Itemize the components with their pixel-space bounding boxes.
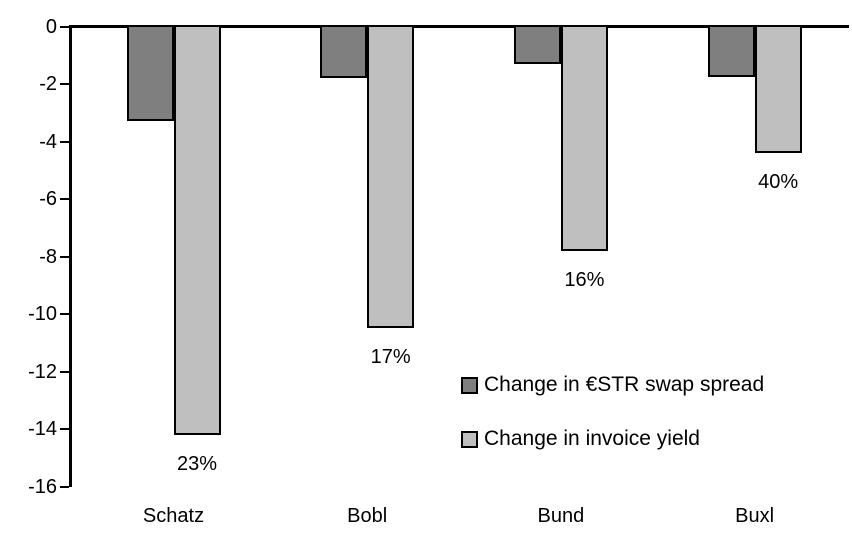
y-axis-tick [60, 83, 69, 85]
category-label-bobl: Bobl [347, 505, 388, 527]
y-axis-tick-label: -4 [39, 130, 57, 153]
y-axis-tick [60, 25, 69, 28]
y-axis-tick [60, 485, 69, 488]
data-label-bobl: 17% [370, 346, 411, 369]
bar-bobl-swap-spread [320, 25, 368, 79]
y-axis-tick [60, 370, 69, 373]
y-axis-tick [60, 198, 69, 200]
y-axis-tick-label: -2 [39, 73, 57, 95]
category-label-schatz: Schatz [142, 505, 205, 527]
bar-schatz-invoice-yield [173, 25, 221, 435]
y-axis-tick-label: -16 [28, 475, 57, 498]
bar-bund-invoice-yield [560, 25, 608, 251]
y-axis-tick-label: -8 [39, 245, 57, 268]
bar-buxl-swap-spread [707, 25, 755, 77]
bar-buxl-invoice-yield [754, 25, 802, 153]
legend-label-invoice-yield: Change in invoice yield [484, 427, 700, 450]
y-axis-tick [60, 313, 69, 315]
legend-swatch-invoice-yield [461, 430, 478, 448]
y-axis-tick [60, 428, 69, 430]
y-axis-tick [60, 255, 69, 258]
legend-item-invoice-yield: Change in invoice yield [461, 426, 700, 452]
data-label-buxl: 40% [758, 171, 799, 193]
y-axis-tick-label: -10 [28, 303, 57, 325]
category-label-buxl: Buxl [735, 505, 775, 527]
bar-bobl-invoice-yield [367, 25, 415, 329]
data-label-schatz: 23% [176, 452, 218, 475]
data-label-bund: 16% [564, 268, 605, 291]
legend-item-swap-spread: Change in €STR swap spread [461, 372, 764, 398]
y-axis-tick [60, 140, 69, 143]
x-axis-zero-line [69, 25, 849, 28]
y-axis-line [69, 25, 72, 487]
bar-schatz-swap-spread [126, 25, 174, 122]
bar-bund-swap-spread [513, 25, 561, 64]
legend-swatch-swap-spread [461, 376, 478, 394]
y-axis-tick-label: -14 [28, 418, 57, 440]
y-axis-tick-label: 0 [45, 15, 57, 38]
category-label-bund: Bund [537, 505, 585, 527]
y-axis-tick-label: -6 [39, 188, 57, 210]
legend-label-swap-spread: Change in €STR swap spread [484, 373, 765, 396]
y-axis-tick-label: -12 [28, 360, 57, 383]
